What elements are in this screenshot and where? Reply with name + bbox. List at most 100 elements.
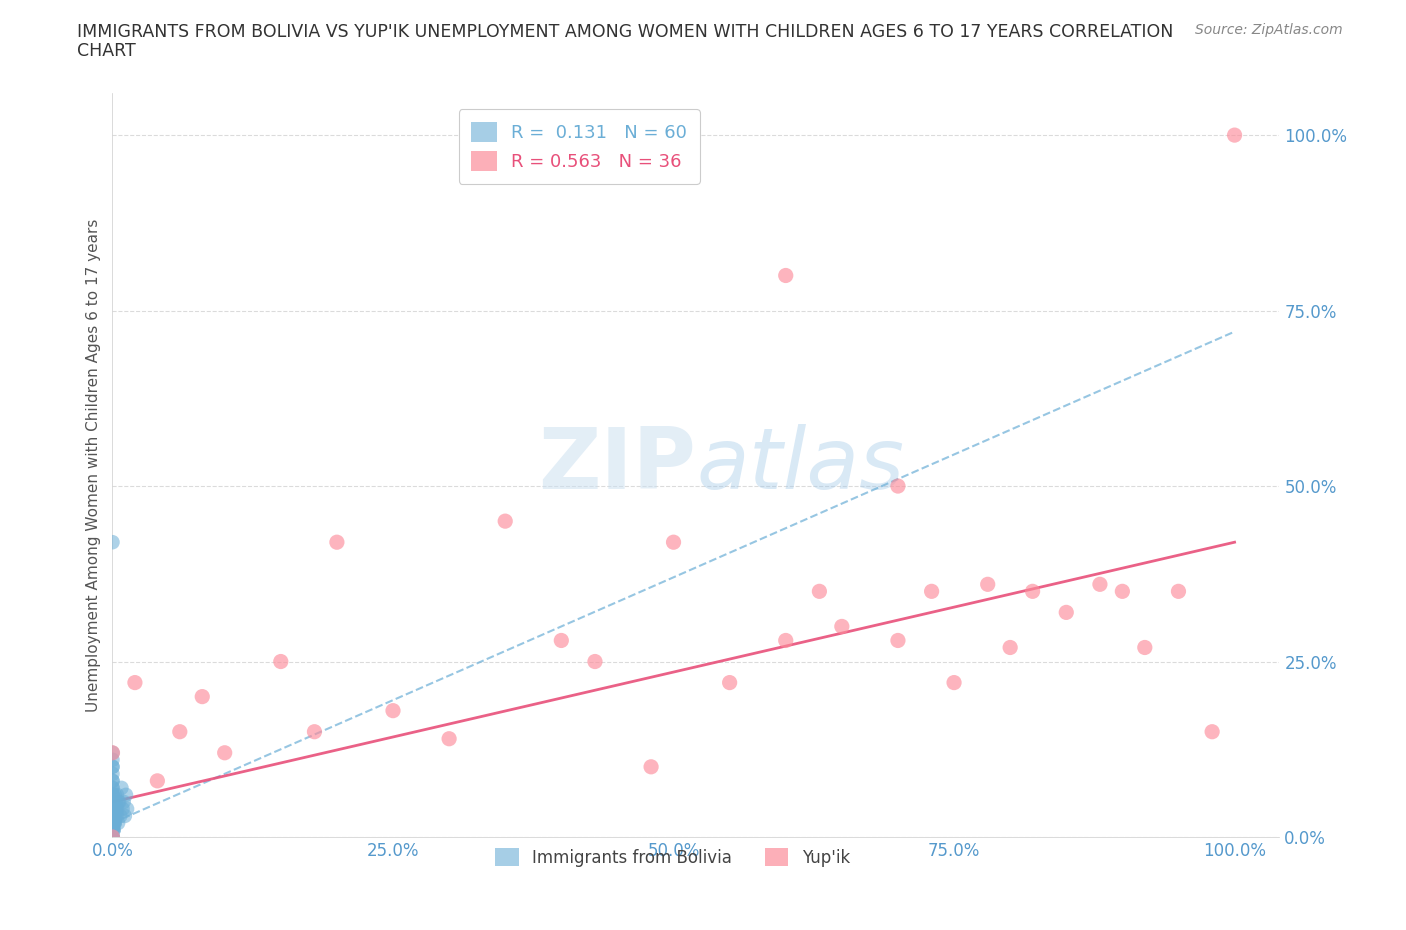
Point — [775, 633, 797, 648]
Point — [103, 794, 125, 809]
Point — [437, 731, 460, 746]
Point — [169, 724, 191, 739]
Point — [101, 794, 124, 809]
Text: ZIP: ZIP — [538, 423, 696, 507]
Point — [831, 619, 853, 634]
Point — [101, 760, 124, 775]
Point — [101, 816, 124, 830]
Point — [718, 675, 741, 690]
Point — [101, 780, 124, 795]
Point — [104, 788, 127, 803]
Point — [114, 808, 136, 823]
Point — [105, 788, 128, 803]
Point — [382, 703, 405, 718]
Point — [101, 808, 124, 823]
Point — [101, 830, 124, 844]
Point — [146, 774, 169, 789]
Point — [494, 513, 516, 528]
Point — [101, 760, 124, 775]
Point — [104, 794, 127, 809]
Point — [214, 745, 236, 760]
Point — [108, 794, 131, 809]
Point — [110, 808, 132, 823]
Point — [107, 816, 129, 830]
Point — [101, 830, 124, 844]
Point — [550, 633, 572, 648]
Point — [101, 808, 124, 823]
Point — [1201, 724, 1223, 739]
Point — [887, 479, 910, 494]
Point — [104, 808, 127, 823]
Point — [115, 802, 138, 817]
Point — [101, 816, 124, 830]
Point — [1054, 604, 1077, 619]
Point — [1111, 584, 1133, 599]
Point — [104, 816, 127, 830]
Point — [101, 802, 124, 817]
Text: atlas: atlas — [696, 423, 904, 507]
Point — [1133, 640, 1156, 655]
Point — [112, 794, 135, 809]
Point — [101, 822, 124, 837]
Point — [104, 816, 127, 830]
Point — [304, 724, 326, 739]
Point — [921, 584, 943, 599]
Point — [191, 689, 214, 704]
Point — [101, 830, 124, 844]
Point — [101, 802, 124, 817]
Point — [101, 830, 124, 844]
Point — [101, 774, 124, 789]
Point — [101, 752, 124, 767]
Point — [1167, 584, 1189, 599]
Point — [101, 788, 124, 803]
Point — [101, 780, 124, 795]
Point — [1021, 584, 1043, 599]
Point — [583, 654, 606, 669]
Legend: Immigrants from Bolivia, Yup'ik: Immigrants from Bolivia, Yup'ik — [488, 842, 856, 873]
Point — [103, 808, 125, 823]
Point — [775, 268, 797, 283]
Point — [101, 822, 124, 837]
Point — [326, 535, 349, 550]
Point — [104, 802, 127, 817]
Point — [808, 584, 831, 599]
Point — [101, 830, 124, 844]
Point — [640, 760, 662, 775]
Point — [101, 802, 124, 817]
Y-axis label: Unemployment Among Women with Children Ages 6 to 17 years: Unemployment Among Women with Children A… — [86, 219, 101, 711]
Point — [115, 788, 138, 803]
Point — [103, 822, 125, 837]
Point — [104, 794, 127, 809]
Point — [111, 802, 134, 817]
Point — [105, 802, 128, 817]
Point — [104, 808, 127, 823]
Point — [110, 780, 132, 795]
Point — [101, 766, 124, 781]
Point — [976, 577, 998, 591]
Point — [101, 830, 124, 844]
Point — [101, 745, 124, 760]
Point — [270, 654, 292, 669]
Point — [103, 802, 125, 817]
Point — [101, 794, 124, 809]
Point — [103, 822, 125, 837]
Point — [104, 802, 127, 817]
Text: IMMIGRANTS FROM BOLIVIA VS YUP'IK UNEMPLOYMENT AMONG WOMEN WITH CHILDREN AGES 6 : IMMIGRANTS FROM BOLIVIA VS YUP'IK UNEMPL… — [77, 23, 1174, 41]
Point — [101, 774, 124, 789]
Text: CHART: CHART — [77, 42, 136, 60]
Point — [107, 794, 129, 809]
Point — [943, 675, 966, 690]
Point — [124, 675, 146, 690]
Point — [662, 535, 685, 550]
Point — [101, 822, 124, 837]
Text: Source: ZipAtlas.com: Source: ZipAtlas.com — [1195, 23, 1343, 37]
Point — [101, 788, 124, 803]
Point — [103, 816, 125, 830]
Point — [101, 535, 124, 550]
Point — [101, 808, 124, 823]
Point — [998, 640, 1021, 655]
Point — [1088, 577, 1111, 591]
Point — [101, 745, 124, 760]
Point — [105, 808, 128, 823]
Point — [1223, 127, 1246, 142]
